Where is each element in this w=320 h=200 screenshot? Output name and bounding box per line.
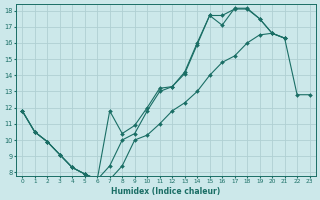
X-axis label: Humidex (Indice chaleur): Humidex (Indice chaleur) (111, 187, 220, 196)
